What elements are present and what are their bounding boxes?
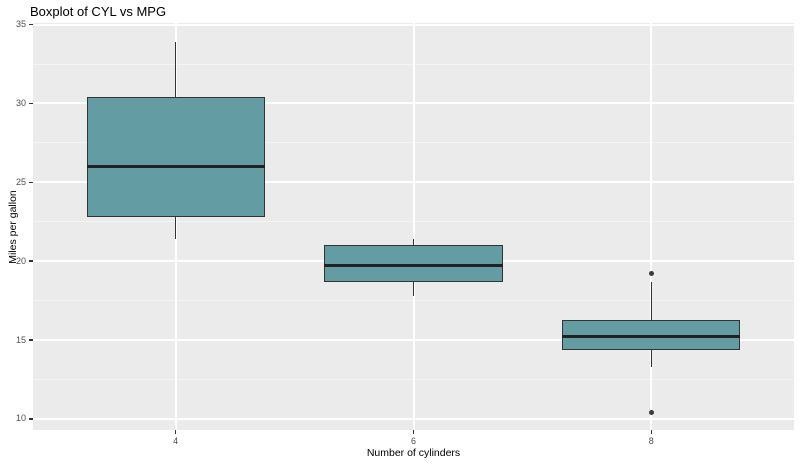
- x-axis-title: Number of cylinders: [366, 447, 461, 459]
- y-tick-label: 25: [15, 176, 26, 187]
- median-line: [324, 264, 503, 268]
- x-tick-label: 4: [173, 436, 179, 446]
- y-tick-mark: [29, 181, 33, 184]
- box-iqr: [324, 245, 503, 283]
- y-tick-label: 10: [15, 413, 26, 424]
- x-tick-mark: [174, 430, 177, 434]
- median-line: [86, 165, 265, 169]
- x-tick-label: 8: [648, 436, 654, 446]
- x-tick-mark: [412, 430, 415, 434]
- y-tick-label: 35: [15, 19, 26, 30]
- outlier-point: [648, 410, 654, 416]
- y-tick-mark: [29, 260, 33, 262]
- y-tick-mark: [29, 102, 33, 105]
- plot-panel: 10 15 20 25 30 35 4 6 8: [16, 19, 794, 446]
- y-tick-label: 30: [15, 97, 26, 108]
- y-tick-mark: [29, 339, 33, 341]
- chart-title: Boxplot of CYL vs MPG: [30, 4, 167, 19]
- outlier-point: [648, 271, 654, 277]
- box-iqr: [86, 97, 265, 218]
- gridline-major-vertical: [650, 23, 653, 430]
- x-tick-label: 6: [410, 436, 416, 446]
- y-tick-label: 20: [15, 255, 26, 266]
- y-tick-mark: [29, 418, 33, 420]
- box-iqr: [562, 320, 741, 350]
- gridline-major-vertical: [412, 23, 415, 430]
- y-tick-label: 15: [15, 334, 26, 345]
- median-line: [562, 335, 741, 339]
- x-tick-mark: [650, 430, 653, 434]
- y-axis-title: Miles per gallon: [7, 190, 19, 264]
- y-tick-mark: [29, 23, 33, 26]
